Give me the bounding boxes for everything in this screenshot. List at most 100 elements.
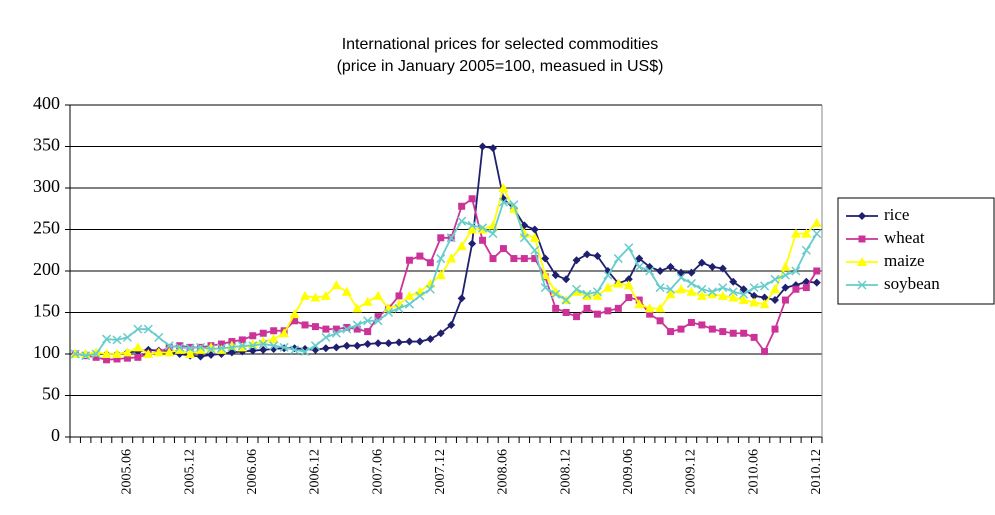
marker <box>258 336 269 346</box>
marker <box>857 257 867 266</box>
marker <box>352 320 362 330</box>
marker <box>583 304 591 312</box>
y-tick-label: 200 <box>33 259 60 279</box>
x-tick-label: 2009.12 <box>684 449 699 495</box>
marker <box>394 303 404 313</box>
marker <box>270 327 278 335</box>
marker <box>519 233 529 243</box>
marker <box>530 245 540 255</box>
marker <box>446 233 456 243</box>
y-tick-label: 300 <box>33 176 60 196</box>
marker <box>415 337 424 346</box>
x-tick-label: 2008.12 <box>558 449 573 495</box>
marker <box>467 224 478 234</box>
marker <box>310 292 321 302</box>
marker <box>290 345 300 355</box>
marker <box>645 266 655 276</box>
marker <box>143 324 153 334</box>
y-tick-label: 150 <box>33 301 60 321</box>
marker <box>342 324 352 334</box>
marker <box>81 351 91 361</box>
marker <box>103 356 111 364</box>
marker <box>740 329 748 337</box>
marker <box>416 252 424 260</box>
marker <box>352 303 363 313</box>
legend-label: wheat <box>884 228 925 247</box>
marker <box>404 299 414 309</box>
marker <box>436 329 445 338</box>
x-tick-label: 2008.06 <box>496 449 511 495</box>
marker <box>102 334 112 344</box>
marker <box>780 261 791 271</box>
marker <box>425 278 436 288</box>
marker <box>343 323 351 331</box>
marker <box>729 277 738 286</box>
marker <box>457 294 466 303</box>
marker <box>604 307 612 315</box>
marker <box>708 262 717 271</box>
x-tick-label: 2005.12 <box>182 449 197 495</box>
marker <box>426 259 434 267</box>
marker <box>613 278 624 288</box>
marker <box>238 336 246 344</box>
marker <box>488 229 498 239</box>
marker <box>656 317 664 325</box>
marker <box>174 344 185 354</box>
marker <box>164 347 175 357</box>
marker <box>676 284 686 294</box>
marker <box>175 342 185 352</box>
marker <box>425 284 435 294</box>
marker <box>384 307 394 318</box>
marker <box>759 299 770 309</box>
marker <box>196 342 206 352</box>
marker <box>404 290 415 300</box>
marker <box>341 286 352 296</box>
marker <box>761 348 769 356</box>
marker <box>812 229 822 239</box>
marker <box>686 278 696 288</box>
marker <box>770 284 780 294</box>
marker <box>468 239 477 248</box>
marker <box>269 341 279 351</box>
marker <box>603 270 613 280</box>
marker <box>185 343 195 353</box>
marker <box>530 225 539 234</box>
marker <box>132 342 143 352</box>
marker <box>268 334 279 344</box>
marker <box>634 262 644 272</box>
marker <box>92 353 100 361</box>
marker <box>718 264 727 273</box>
marker <box>857 280 867 290</box>
marker <box>602 282 613 292</box>
marker <box>644 303 655 313</box>
marker <box>582 289 592 299</box>
marker <box>655 303 666 313</box>
marker <box>749 283 759 293</box>
x-tick-label: 2007.06 <box>370 449 385 495</box>
marker <box>185 349 196 358</box>
x-tick-label: 2005.06 <box>120 449 135 495</box>
marker <box>289 309 300 319</box>
marker <box>667 328 675 336</box>
marker <box>478 142 487 151</box>
marker <box>707 287 717 297</box>
marker <box>395 292 403 300</box>
marker <box>572 256 581 265</box>
marker <box>749 297 760 307</box>
marker <box>697 258 706 267</box>
marker <box>728 292 739 302</box>
y-tick-label: 50 <box>42 384 60 404</box>
marker <box>781 283 790 292</box>
marker <box>489 144 497 153</box>
series-line <box>75 145 817 358</box>
legend-label: soybean <box>884 274 940 293</box>
marker <box>458 202 466 210</box>
marker <box>447 320 456 329</box>
marker <box>812 278 821 287</box>
marker <box>195 344 206 354</box>
marker <box>331 280 342 290</box>
marker <box>529 232 540 242</box>
series-line <box>75 201 818 357</box>
marker <box>802 284 810 292</box>
